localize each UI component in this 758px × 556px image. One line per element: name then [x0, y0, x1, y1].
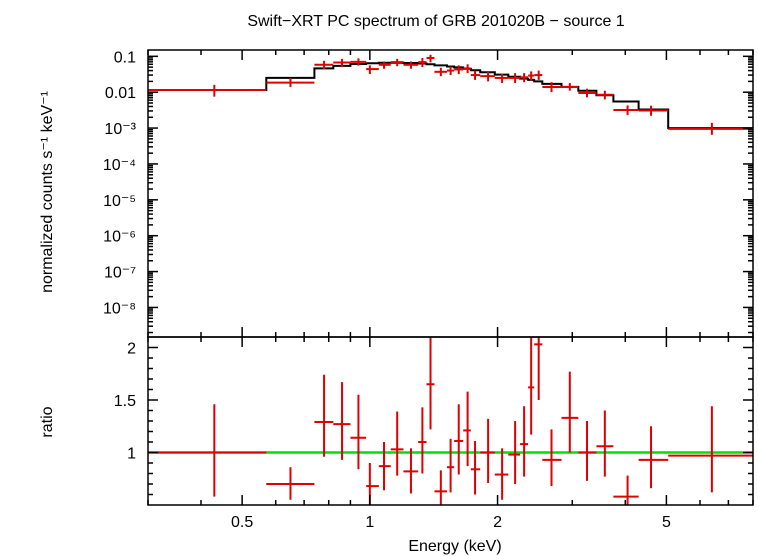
bottom-y-tick-label: 2: [127, 341, 136, 358]
ratio-point: [494, 448, 509, 500]
top-y-tick-label: 10⁻⁴: [103, 157, 136, 174]
data-point: [494, 73, 509, 84]
top-y-tick-label: 10⁻⁵: [103, 193, 136, 210]
ratio-point: [463, 391, 471, 467]
x-tick-label: 2: [493, 514, 502, 531]
data-point: [390, 58, 404, 67]
bottom-y-tick-label: 1: [127, 446, 136, 463]
top-y-tick-label: 0.1: [114, 49, 136, 66]
data-point: [454, 65, 464, 75]
data-point: [470, 70, 481, 80]
top-y-tick-label: 10⁻⁷: [104, 265, 136, 282]
x-axis-label: Energy (keV): [408, 538, 501, 555]
ratio-point: [480, 418, 495, 483]
data-point: [596, 90, 614, 100]
data-point: [148, 84, 267, 97]
x-tick-label: 1: [365, 514, 374, 531]
chart-title: Swift−XRT PC spectrum of GRB 201020B − s…: [247, 13, 624, 30]
ratio-point: [520, 406, 529, 477]
data-point: [542, 82, 562, 93]
data-point: [480, 71, 495, 82]
ratio-point: [528, 337, 535, 435]
data-point: [350, 58, 367, 66]
data-point: [561, 83, 579, 91]
data-layer: [148, 54, 753, 135]
ratio-point: [333, 382, 351, 460]
ratio-point: [534, 337, 543, 400]
top-y-axis-label: normalized counts s⁻¹ keV⁻¹: [39, 91, 56, 293]
ratio-point: [668, 406, 753, 493]
ratio-point: [470, 440, 481, 495]
ratio-point: [596, 410, 614, 477]
top-y-tick-label: 0.01: [105, 85, 136, 102]
ratio-point: [508, 421, 521, 484]
ratio-layer: [148, 337, 753, 505]
data-point: [266, 77, 315, 87]
data-point: [434, 67, 447, 77]
data-point: [378, 61, 391, 69]
ratio-point: [390, 411, 404, 476]
data-point: [534, 70, 543, 80]
ratio-point: [638, 426, 669, 489]
data-point: [520, 73, 529, 83]
data-point: [418, 57, 427, 68]
data-point: [508, 73, 521, 84]
ratio-point: [561, 371, 579, 453]
data-point: [333, 58, 351, 68]
data-point: [366, 65, 379, 75]
data-point: [638, 105, 669, 116]
top-y-tick-label: 10⁻³: [104, 121, 136, 138]
data-point: [613, 105, 639, 116]
bottom-y-tick-label: 1.5: [114, 393, 136, 410]
ratio-point: [378, 442, 391, 491]
ratio-point: [266, 467, 315, 500]
x-tick-label: 5: [662, 514, 671, 531]
top-y-tick-label: 10⁻⁸: [103, 300, 136, 317]
ratio-point: [418, 407, 427, 474]
ratio-point: [434, 470, 447, 505]
ratio-point: [426, 337, 435, 430]
ratio-point: [454, 404, 464, 475]
top-y-tick-label: 10⁻⁶: [103, 229, 136, 246]
data-point: [668, 122, 753, 135]
ratio-point: [314, 374, 334, 457]
bottom-y-axis-label: ratio: [39, 406, 56, 437]
ratio-point: [350, 394, 367, 470]
axes-layer: 0.5 1 2 5 0.1 0.01 10⁻³ 10⁻⁴ 10⁻⁵ 10⁻⁶ 10⁻⁷ 10⁻⁸ 1 1.…: [103, 49, 754, 531]
ratio-point: [446, 438, 455, 493]
x-tick-label: 0.5: [231, 514, 253, 531]
data-point: [528, 71, 535, 81]
ratio-point: [578, 421, 597, 481]
ratio-point: [148, 404, 267, 497]
top-panel-frame: [147, 49, 754, 338]
data-point: [463, 64, 471, 74]
data-point: [446, 66, 455, 76]
data-point: [314, 60, 334, 70]
ratio-point: [403, 448, 419, 494]
ratio-point: [366, 463, 379, 505]
data-point: [578, 88, 597, 98]
data-point: [403, 61, 419, 69]
ratio-point: [613, 475, 639, 505]
ratio-point: [542, 429, 562, 487]
data-point: [426, 54, 435, 63]
